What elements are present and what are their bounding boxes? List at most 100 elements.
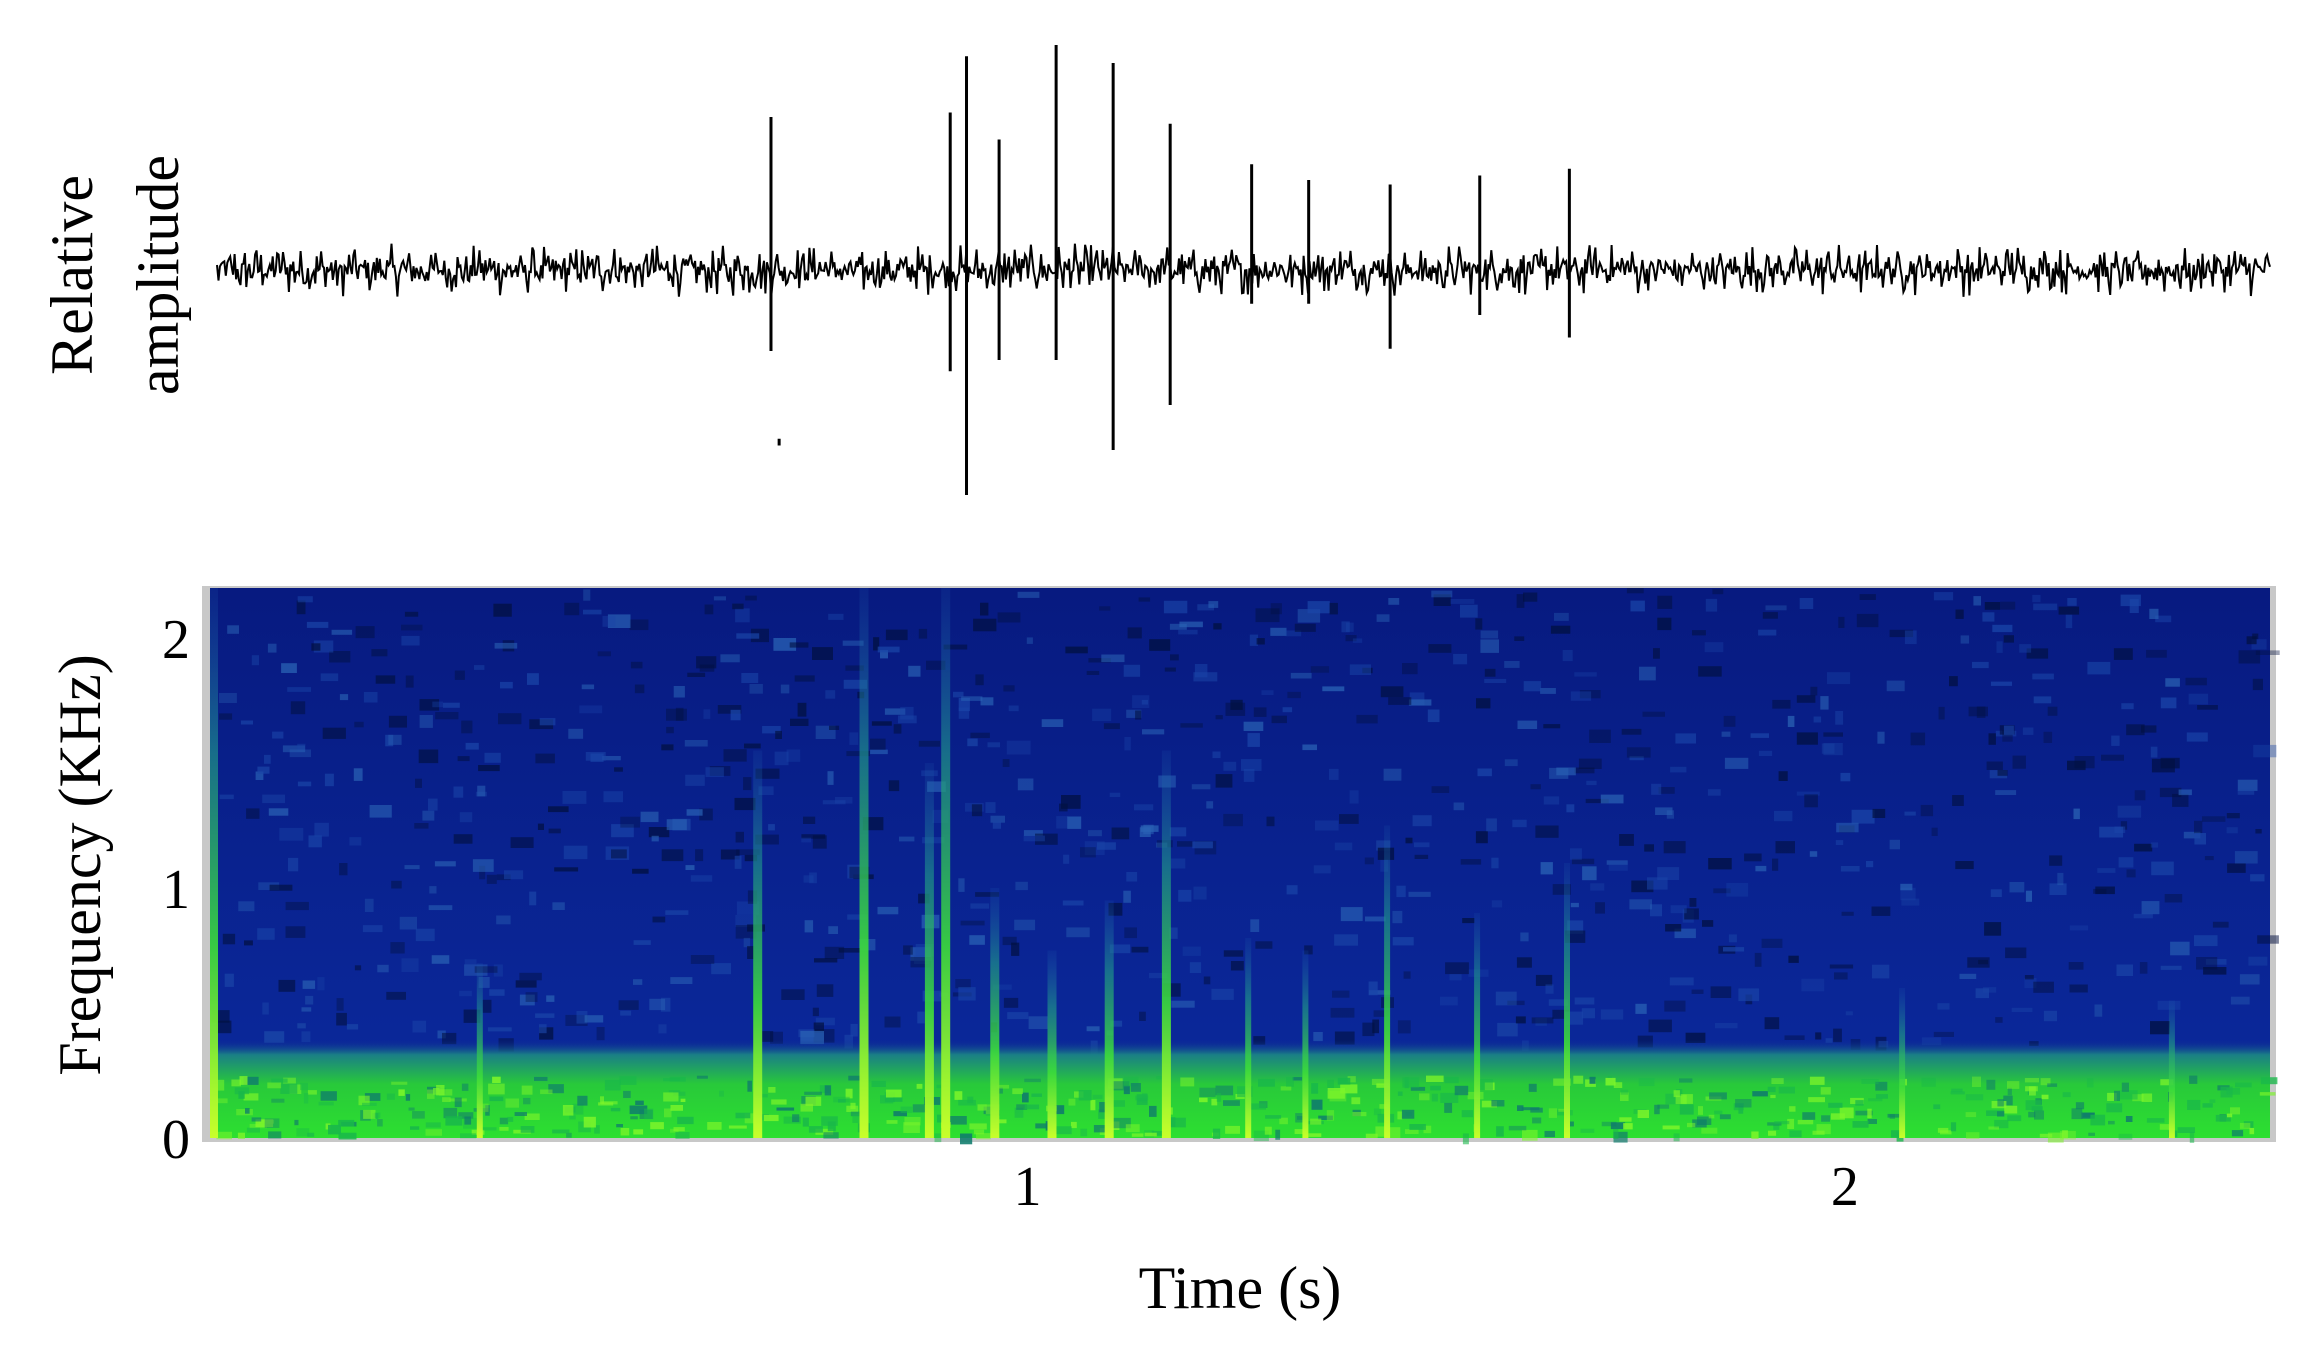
spectrogram-speckle (801, 837, 812, 843)
spectrogram-speckle (1028, 1016, 1048, 1029)
spectrogram-speckle (459, 812, 473, 823)
spectrogram-speckle (419, 699, 440, 711)
spectrogram-speckle (1023, 835, 1045, 842)
spectrogram-speckle (1570, 902, 1579, 908)
spectrogram-speckle (1910, 732, 1926, 746)
spectrogram-band-speckle (1024, 1104, 1040, 1110)
spectrogram-speckle (1512, 819, 1527, 828)
spectrogram-speckle (1726, 883, 1749, 897)
spectrogram-speckle (1960, 635, 1970, 644)
spectrogram-speckle (1339, 814, 1359, 824)
spectrogram-band-speckle (2132, 1094, 2144, 1102)
spectrogram-band-speckle (1401, 1109, 1415, 1119)
spectrogram-speckle (908, 665, 921, 677)
spectrogram-speckle (1178, 629, 1198, 635)
spectrogram-band-speckle (1444, 1102, 1453, 1113)
spectrogram-speckle (1475, 618, 1483, 630)
frequency-tick-label: 0 (162, 1109, 190, 1171)
spectrogram-speckle (1710, 986, 1732, 998)
spectrogram-band-speckle (259, 1119, 275, 1124)
spectrogram-speckle (563, 845, 588, 860)
spectrogram-speckle (2246, 636, 2257, 645)
spectrogram-speckle (992, 984, 1012, 990)
spectrogram-band-speckle (620, 1128, 630, 1136)
spectrogram-speckle (2203, 967, 2227, 975)
spectrogram-band-speckle (514, 1112, 527, 1116)
spectrogram-speckle (1014, 919, 1036, 931)
spectrogram-speckle (873, 637, 880, 651)
spectrogram-speckle (1774, 810, 1793, 822)
spectrogram-speckle (2033, 696, 2052, 704)
spectrogram-speckle (1600, 1009, 1624, 1020)
spectrogram-band-speckle (1623, 1123, 1633, 1130)
spectrogram-speckle (926, 660, 946, 670)
spectrogram-speckle (1657, 617, 1672, 631)
spectrogram-speckle (1813, 716, 1822, 723)
spectrogram-band-speckle (2227, 1113, 2233, 1118)
spectrogram-speckle (434, 861, 456, 867)
spectrogram-band-speckle (600, 1096, 604, 1104)
spectrogram-band-speckle (804, 1091, 822, 1095)
spectrogram-speckle (1408, 891, 1431, 897)
spectrogram-speckle (548, 828, 561, 834)
spectrogram-speckle (1744, 853, 1762, 862)
spectrogram-speckle (743, 777, 752, 791)
spectrogram-speckle (2226, 813, 2240, 819)
spectrogram-band-speckle (1430, 1085, 1441, 1091)
spectrogram-band-speckle (2239, 1122, 2251, 1129)
spectrogram-speckle (1685, 1032, 1706, 1043)
spectrogram-speckle (1440, 996, 1458, 1006)
spectrogram-speckle (464, 959, 477, 973)
spectrogram-speckle (1507, 1000, 1525, 1006)
spectrogram-speckle (262, 1002, 269, 1015)
spectrogram-speckle (1249, 634, 1258, 646)
spectrogram-band-speckle (1347, 1076, 1356, 1083)
spectrogram-speckle (1704, 642, 1724, 653)
spectrogram-speckle (687, 672, 706, 677)
spectrogram-band-speckle (303, 1093, 309, 1104)
spectrogram-speckle (1845, 1011, 1853, 1016)
spectrogram-band-speckle (2231, 1130, 2244, 1137)
spectrogram-band-speckle (2059, 1130, 2076, 1140)
spectrogram-band-speckle (1997, 1111, 2005, 1117)
spectrogram-band-speckle (885, 1089, 902, 1098)
spectrogram-speckle (602, 756, 621, 761)
spectrogram-speckle (750, 628, 769, 643)
spectrogram-speckle (809, 872, 817, 884)
spectrogram-speckle (2178, 789, 2192, 796)
spectrogram-speckle (1764, 1017, 1780, 1030)
spectrogram-speckle (2129, 599, 2139, 613)
spectrogram-speckle (1552, 1009, 1570, 1019)
spectrogram-speckle (775, 730, 782, 739)
spectrogram-speckle (1692, 630, 1706, 636)
spectrogram-speckle (918, 628, 928, 639)
spectrogram-speckle (611, 824, 634, 838)
spectrogram-speckle (1287, 691, 1301, 699)
spectrogram-band-speckle (215, 1098, 228, 1104)
spectrogram-band-speckle (912, 1104, 927, 1113)
spectrogram-speckle (2111, 735, 2120, 746)
spectrogram-speckle (1904, 811, 1916, 816)
spectrogram-speckle (730, 709, 741, 721)
spectrogram-speckle (432, 701, 443, 708)
spectrogram-band-speckle (886, 1120, 898, 1124)
spectrogram-speckle (1329, 768, 1339, 780)
spectrogram-speckle (762, 1031, 774, 1042)
spectrogram-band-speckle (264, 1118, 280, 1128)
spectrogram-speckle (1901, 898, 1920, 906)
spectrogram-speckle (1642, 711, 1665, 717)
spectrogram-band-speckle (2106, 1103, 2123, 1113)
spectrogram-band-speckle (1735, 1099, 1752, 1108)
spectrogram-speckle (1132, 695, 1150, 708)
spectrogram-speckle (484, 752, 501, 763)
spectrogram-band-speckle (808, 1126, 823, 1133)
spectrogram-speckle (2114, 826, 2126, 833)
spectrogram-speckle (422, 810, 435, 821)
spectrogram-speckle (1712, 588, 1724, 595)
spectrogram-band-speckle (268, 1131, 282, 1139)
spectrogram-band-speckle (328, 1124, 341, 1135)
spectrogram-band-speckle (1665, 1093, 1683, 1105)
spectrogram-band-speckle (936, 1084, 942, 1089)
spectrogram-band-texture (210, 1075, 2278, 1145)
spectrogram-band-speckle (996, 1087, 1003, 1094)
